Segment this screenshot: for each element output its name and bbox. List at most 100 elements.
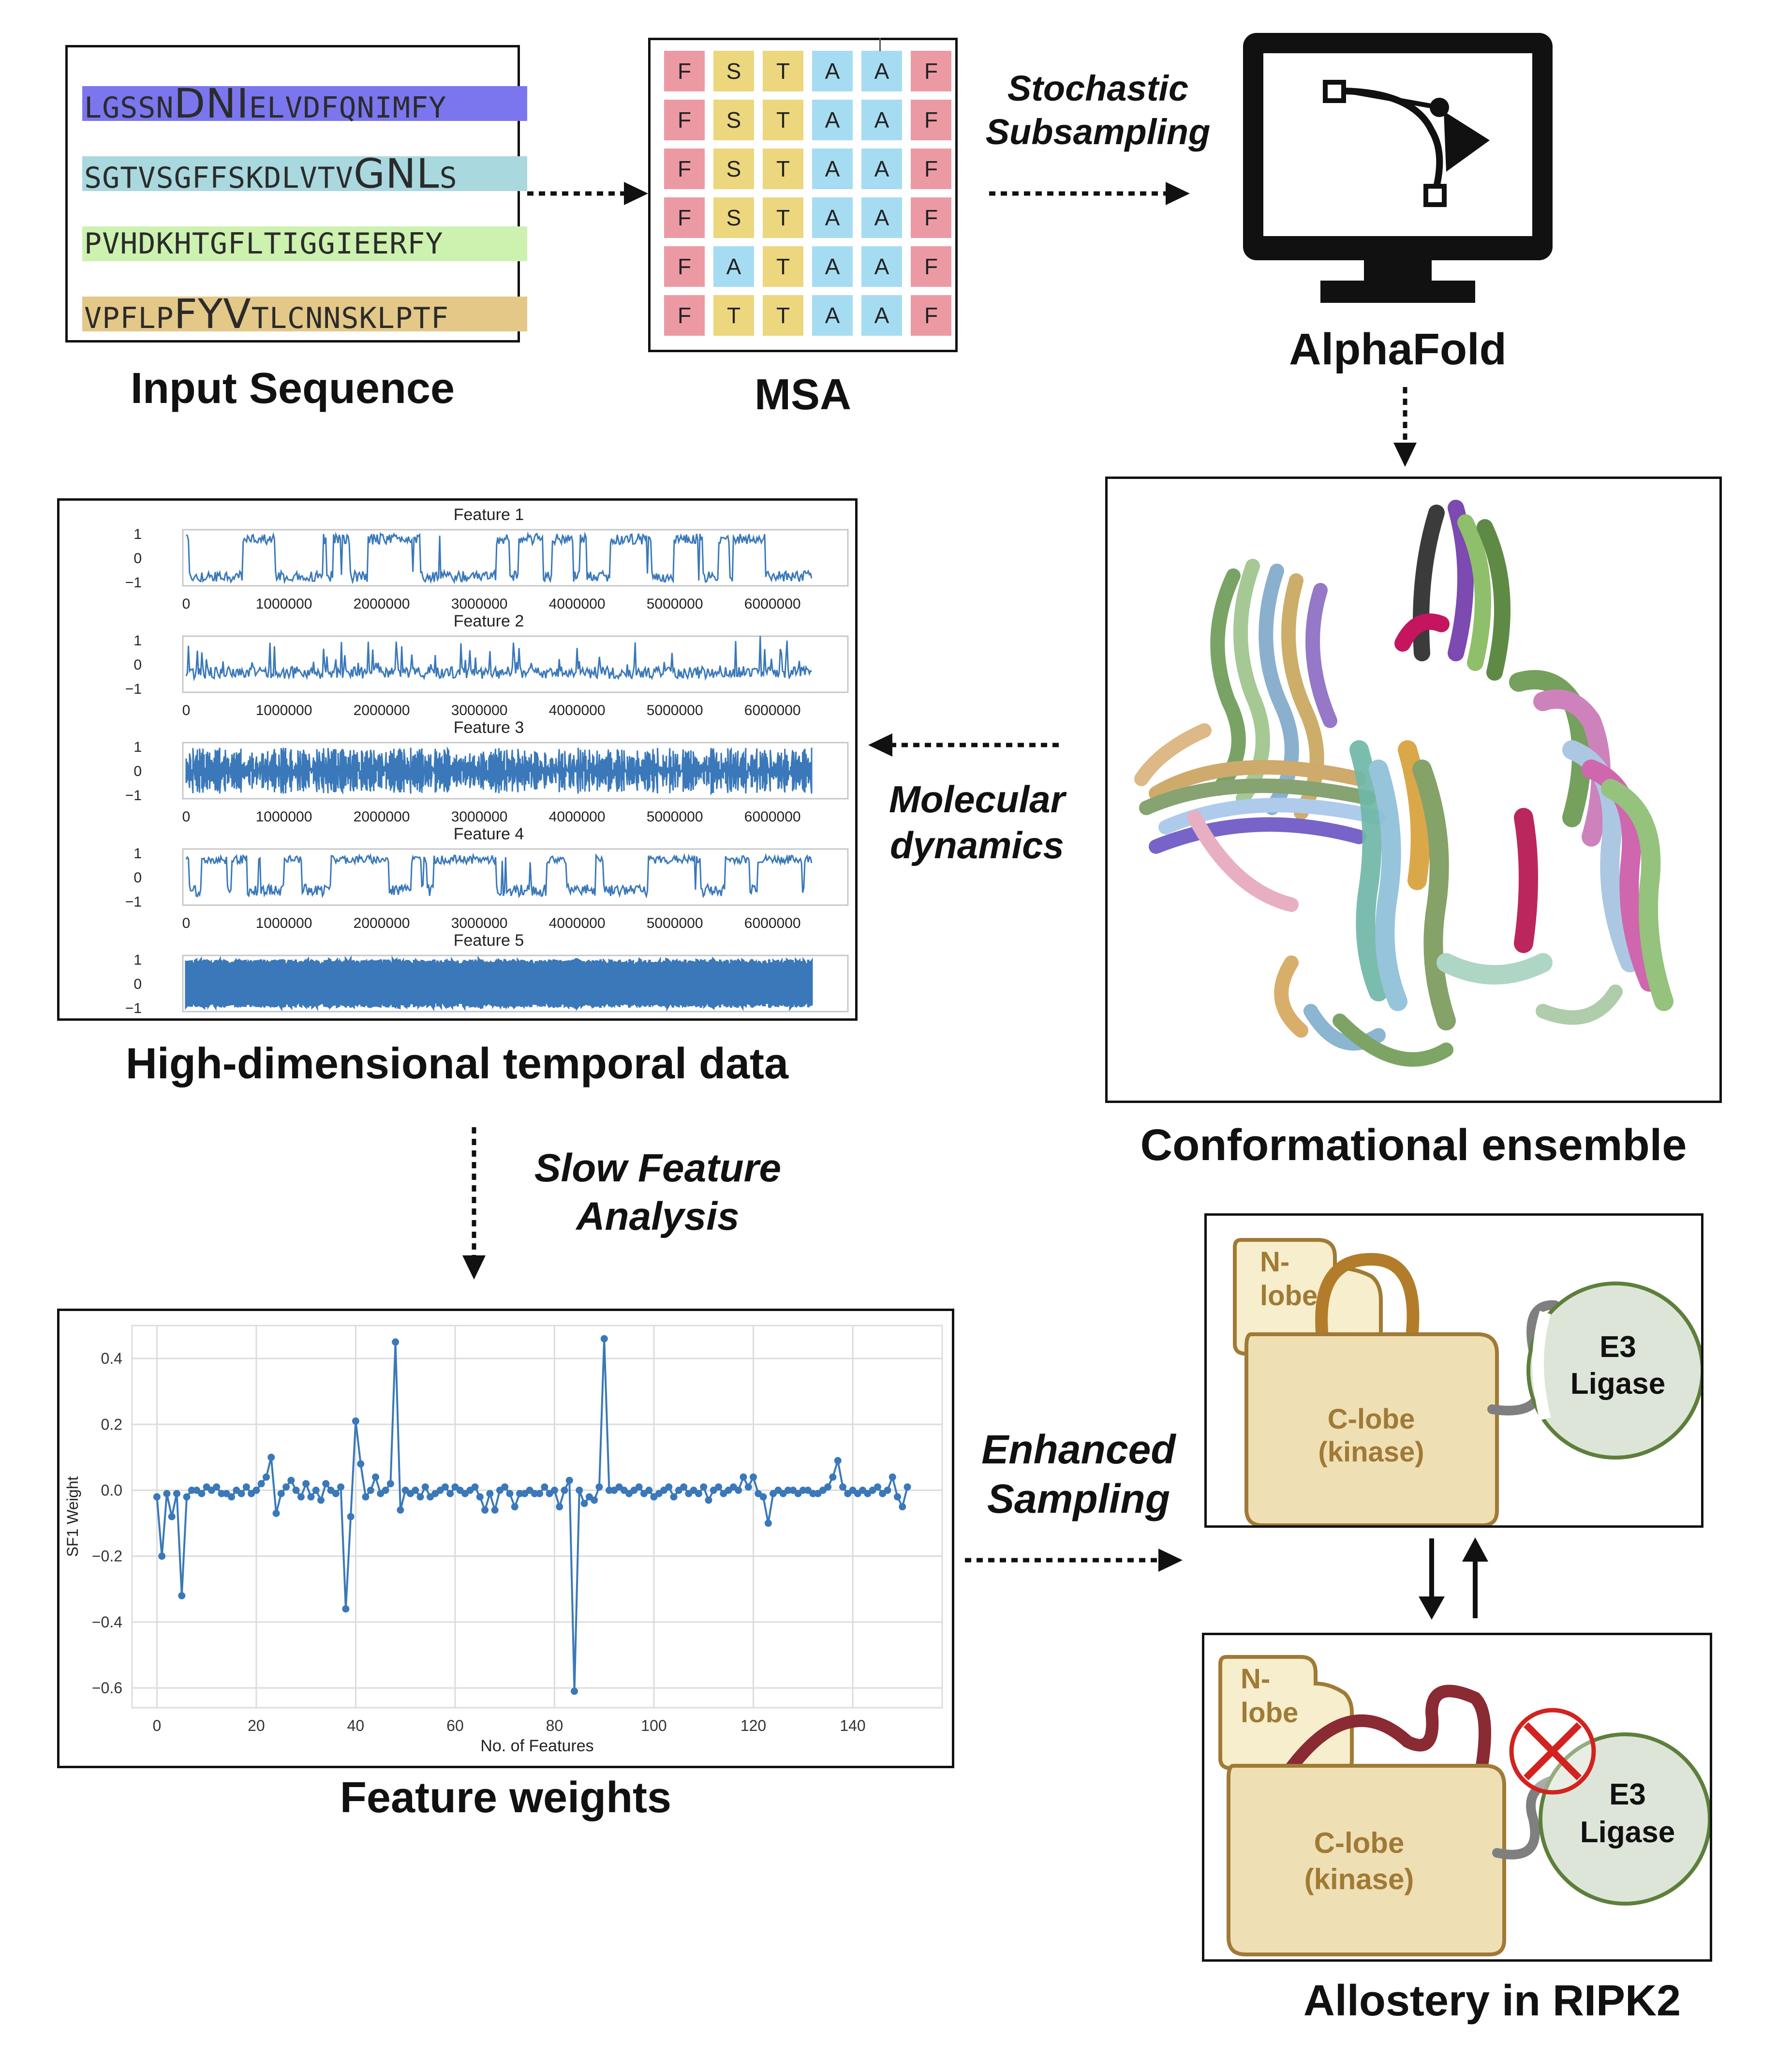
active-nlobe-line2: lobe	[1260, 1280, 1318, 1312]
data-point	[302, 1480, 310, 1488]
sequence-text-pre: PVHDKHTGFLTIGGIEERFY	[84, 227, 444, 261]
data-point	[237, 1490, 245, 1497]
feature-panel-title: Feature 1	[454, 506, 524, 524]
feature-x-tick: 2000000	[354, 915, 410, 931]
arrow-temporal-to-weights	[462, 1127, 486, 1280]
data-point	[824, 1483, 832, 1491]
x-axis-label: No. of Features	[480, 1737, 593, 1755]
msa-cell: A	[861, 149, 902, 189]
data-point	[218, 1490, 225, 1497]
data-point	[735, 1487, 742, 1494]
temporal-data-box: Feature 1 1 0 −1 0 1000000 2000000 3000000 40000…	[57, 498, 858, 1021]
msa-cell: A	[861, 51, 902, 91]
data-point	[565, 1476, 573, 1484]
feature-y-tick: −1	[125, 575, 142, 591]
data-point	[740, 1473, 747, 1481]
md-label-line1: Molecular	[888, 778, 1066, 820]
feature-y-tick: 1	[133, 526, 142, 542]
sequence-row: LGSSNDNIELVDFQNIMFY	[82, 83, 527, 125]
feature-y-tick: 0	[133, 657, 142, 673]
sequence-text-highlight: DNI	[174, 80, 249, 127]
data-point	[600, 1335, 608, 1342]
msa-cell: S	[713, 149, 754, 189]
y-tick-label: 0.0	[101, 1482, 122, 1499]
feature-x-tick: 3000000	[451, 809, 508, 825]
data-point	[386, 1480, 394, 1488]
data-point	[342, 1605, 350, 1613]
msa-cell: F	[911, 295, 951, 336]
data-point	[322, 1480, 330, 1488]
feature-x-tick: 0	[182, 915, 191, 931]
data-point	[242, 1483, 250, 1491]
msa-cell: T	[763, 295, 803, 336]
data-point	[397, 1506, 404, 1514]
feature-panel-frame	[182, 848, 849, 906]
data-point	[292, 1487, 300, 1494]
active-nlobe-line1: N-	[1260, 1246, 1289, 1278]
feature-series-line	[185, 852, 813, 899]
feature-x-tick: 6000000	[744, 915, 801, 931]
feature-x-tick: 0	[182, 596, 191, 612]
sfa-label-line2: Analysis	[576, 1194, 740, 1239]
data-point	[645, 1487, 653, 1494]
inactive-e3-line1: E3	[1609, 1778, 1646, 1811]
data-point	[680, 1483, 688, 1491]
feature-panel-title: Feature 5	[454, 931, 524, 950]
sequence-text-highlight: GNL	[353, 150, 440, 197]
feature-x-tick: 0	[182, 702, 191, 718]
temporal-caption: High-dimensional temporal data	[125, 1040, 789, 1088]
data-point	[744, 1483, 752, 1491]
data-point	[168, 1513, 176, 1520]
data-point	[759, 1493, 767, 1501]
data-point	[412, 1487, 419, 1494]
feature-x-tick: 3000000	[451, 596, 508, 612]
ensemble-box	[1105, 477, 1722, 1103]
data-point	[352, 1417, 359, 1425]
feature-x-tick: 4000000	[549, 915, 606, 931]
data-point	[516, 1490, 524, 1497]
data-point	[809, 1490, 817, 1497]
feature-x-tick: 1000000	[256, 596, 312, 612]
y-axis-label: SF1 Weight	[64, 1476, 81, 1557]
msa-top-tick	[879, 38, 881, 51]
inactive-nlobe-line2: lobe	[1241, 1697, 1298, 1729]
feature-weights-chart: 0 20 40 60 80 100 120 140 0.4 0.2 0.0 −0.2 −0.4 −0.6 N…	[64, 1325, 943, 1755]
msa-cell: A	[812, 295, 853, 336]
msa-cell: A	[812, 100, 853, 140]
data-point	[501, 1483, 509, 1491]
data-point	[700, 1483, 708, 1491]
data-point	[307, 1493, 315, 1501]
enh-label-line1: Enhanced	[981, 1427, 1176, 1472]
msa-cell: A	[812, 246, 853, 287]
data-point	[252, 1487, 260, 1494]
feature-x-tick: 5000000	[647, 809, 703, 825]
x-tick-label: 20	[248, 1717, 265, 1734]
data-point	[670, 1493, 678, 1501]
data-point	[257, 1480, 265, 1488]
ensemble-caption: Conformational ensemble	[1140, 1120, 1687, 1170]
data-point	[595, 1483, 603, 1491]
data-point	[839, 1483, 846, 1491]
data-point	[213, 1483, 221, 1491]
msa-cell: F	[664, 295, 705, 336]
equilibrium-arrows	[1419, 1537, 1488, 1620]
enh-label-line2: Sampling	[987, 1476, 1170, 1522]
data-point	[829, 1473, 837, 1481]
allostery-active-box: N- lobe C-lobe (kinase) E3 Ligase	[1204, 1213, 1703, 1528]
temporal-feature-plots: Feature 1 1 0 −1 0 1000000 2000000 3000000 40000…	[125, 506, 849, 1016]
msa-cell: A	[812, 149, 853, 189]
feature-x-tick: 4000000	[549, 596, 606, 612]
msa-cell: A	[861, 197, 902, 238]
data-point	[884, 1487, 891, 1494]
feature-y-tick: 0	[133, 551, 142, 566]
msa-cell: F	[911, 246, 951, 287]
data-point	[198, 1490, 206, 1497]
active-clobe-line2: (kinase)	[1318, 1436, 1424, 1468]
input-sequence-box: LGSSNDNIELVDFQNIMFY SGTVSGFFSKDLVTVGNLS PV…	[65, 45, 527, 343]
data-point	[267, 1453, 275, 1461]
data-point	[262, 1473, 270, 1481]
inactive-clobe-line2: (kinase)	[1304, 1863, 1414, 1895]
data-point	[541, 1483, 548, 1491]
msa-cell: S	[713, 100, 754, 140]
